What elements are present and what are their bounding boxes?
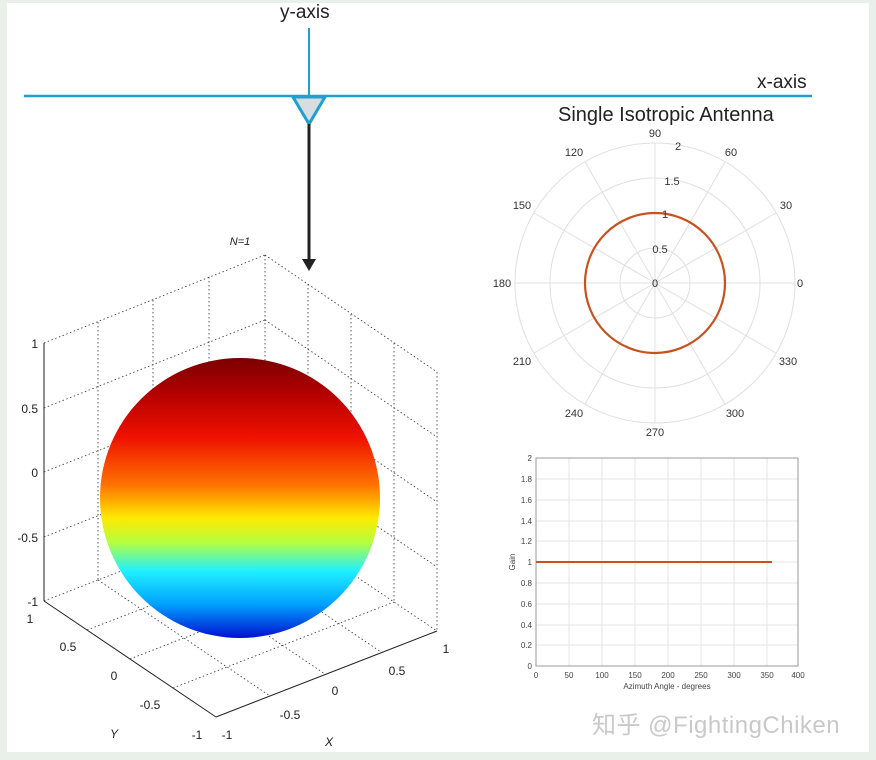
figure-canvas bbox=[7, 3, 869, 752]
svg-text:1.4: 1.4 bbox=[521, 517, 533, 526]
polar-plot: 0 30 60 90 120 150 180 210 240 270 300 3… bbox=[493, 128, 803, 439]
svg-text:100: 100 bbox=[595, 671, 609, 680]
gain-line-chart: 0 0.2 0.4 0.6 0.8 1 1.2 1.4 1.6 1.8 2 0 … bbox=[508, 454, 805, 691]
svg-text:150: 150 bbox=[628, 671, 642, 680]
svg-text:0: 0 bbox=[528, 662, 533, 671]
svg-text:300: 300 bbox=[727, 671, 741, 680]
svg-text:2: 2 bbox=[528, 454, 533, 463]
theta-tick: 0 bbox=[797, 278, 803, 290]
theta-tick: 60 bbox=[725, 147, 737, 159]
theta-tick: 150 bbox=[513, 200, 531, 212]
y-tick: -1 bbox=[192, 728, 203, 742]
svg-text:0: 0 bbox=[534, 671, 539, 680]
z-tick: -1 bbox=[27, 595, 38, 609]
svg-text:0.4: 0.4 bbox=[521, 621, 533, 630]
theta-tick: 270 bbox=[646, 427, 664, 439]
r-tick: 1 bbox=[662, 209, 668, 221]
x-axis-label: x-axis bbox=[757, 72, 807, 93]
y-tick: 0.5 bbox=[60, 640, 77, 654]
x-tick: 0.5 bbox=[389, 664, 406, 678]
svg-text:400: 400 bbox=[791, 671, 805, 680]
antenna-icon bbox=[290, 95, 328, 127]
plot-3d-title: N=1 bbox=[230, 236, 251, 248]
svg-text:1: 1 bbox=[528, 558, 533, 567]
r-tick: 1.5 bbox=[664, 176, 679, 188]
theta-tick: 330 bbox=[779, 356, 797, 368]
x-tick: -0.5 bbox=[280, 708, 301, 722]
z-tick: 0.5 bbox=[21, 402, 38, 416]
svg-text:250: 250 bbox=[694, 671, 708, 680]
svg-text:0.6: 0.6 bbox=[521, 600, 533, 609]
z-tick: 0 bbox=[31, 466, 38, 480]
chart-title: Single Isotropic Antenna bbox=[558, 104, 774, 126]
svg-text:0.2: 0.2 bbox=[521, 641, 533, 650]
r-tick: 0 bbox=[652, 278, 658, 290]
theta-tick: 210 bbox=[513, 356, 531, 368]
y-axis-label: y-axis bbox=[280, 2, 330, 23]
y-tick: 0 bbox=[111, 669, 118, 683]
antenna-diagram bbox=[24, 28, 812, 271]
theta-tick: 30 bbox=[780, 200, 792, 212]
svg-text:350: 350 bbox=[760, 671, 774, 680]
svg-text:1.6: 1.6 bbox=[521, 496, 533, 505]
svg-text:1.2: 1.2 bbox=[521, 537, 533, 546]
x-tick: 1 bbox=[443, 642, 450, 656]
theta-tick: 300 bbox=[726, 408, 744, 420]
svg-text:200: 200 bbox=[661, 671, 675, 680]
theta-tick: 180 bbox=[493, 278, 511, 290]
x-axis-title: Azimuth Angle - degrees bbox=[623, 682, 710, 691]
watermark: 知乎 @FightingChiken bbox=[592, 712, 841, 739]
y-tick: -0.5 bbox=[140, 698, 161, 712]
arrow-down-icon bbox=[302, 259, 316, 271]
r-tick: 0.5 bbox=[652, 244, 667, 256]
svg-text:1.8: 1.8 bbox=[521, 475, 533, 484]
y-tick: 1 bbox=[27, 612, 34, 626]
svg-text:0.8: 0.8 bbox=[521, 579, 533, 588]
sphere-3d-plot: 1 0.5 0 -0.5 -1 1 0.5 0 -0.5 -1 -1 -0.5 … bbox=[17, 236, 450, 749]
y-axis-title: Gain bbox=[508, 554, 517, 571]
gain-polar-trace bbox=[583, 211, 727, 355]
theta-tick: 90 bbox=[649, 128, 661, 140]
y-axis-title: Y bbox=[110, 727, 119, 741]
x-tick: -1 bbox=[222, 728, 233, 742]
r-tick: 2 bbox=[675, 141, 681, 153]
z-tick: -0.5 bbox=[17, 531, 38, 545]
theta-tick: 120 bbox=[565, 147, 583, 159]
sphere-surface bbox=[100, 358, 380, 638]
z-tick: 1 bbox=[31, 337, 38, 351]
svg-text:50: 50 bbox=[565, 671, 574, 680]
theta-tick: 240 bbox=[565, 408, 583, 420]
x-axis-title: X bbox=[324, 735, 334, 749]
x-tick: 0 bbox=[332, 684, 339, 698]
